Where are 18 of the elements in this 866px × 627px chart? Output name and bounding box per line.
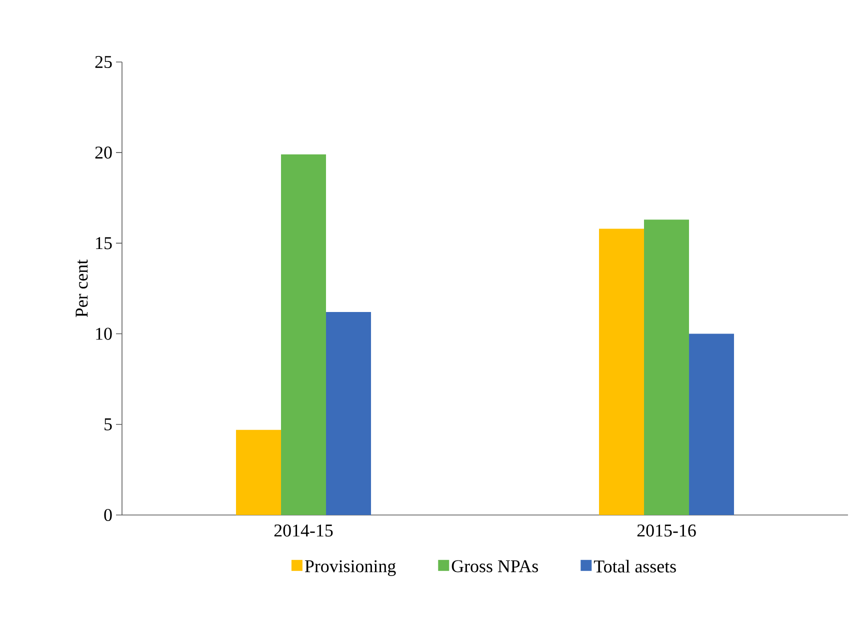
- x-tick-label: 2015-16: [637, 524, 696, 537]
- bar: [326, 312, 372, 515]
- bar: [644, 220, 690, 515]
- legend-label: Total assets: [594, 560, 676, 573]
- y-tick-label: 10: [96, 328, 112, 340]
- legend-label: Gross NPAs: [452, 560, 538, 572]
- legend-label: Provisioning: [304, 560, 396, 576]
- y-tick-label: 0: [104, 508, 112, 522]
- bar: [599, 228, 644, 515]
- y-tick-label: 5: [104, 418, 112, 430]
- x-tick-label: 2014-15: [274, 524, 333, 537]
- y-axis-title: Per cent: [76, 259, 88, 318]
- bar: [236, 430, 282, 515]
- bar: [281, 154, 326, 515]
- bar: [689, 334, 734, 515]
- y-tick-label: 20: [95, 146, 112, 159]
- y-tick-label: 25: [95, 56, 112, 68]
- y-tick-label: 15: [96, 237, 112, 250]
